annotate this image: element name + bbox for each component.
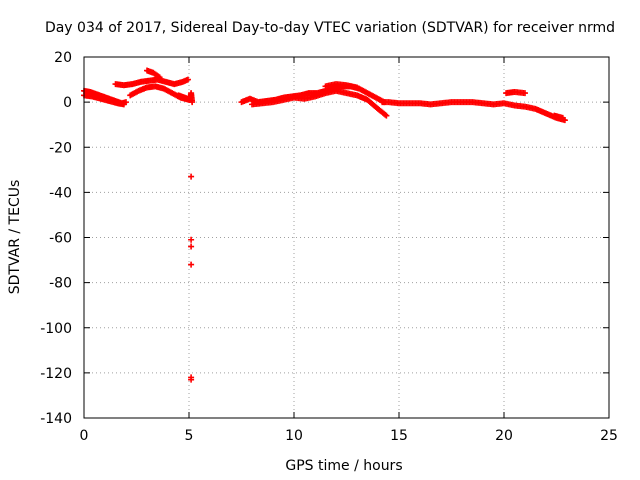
- data-point: [354, 84, 360, 91]
- outlier-point: [188, 243, 195, 250]
- y-tick-label: -20: [49, 140, 72, 156]
- outlier-point: [188, 173, 195, 180]
- data-points: [81, 67, 568, 383]
- y-tick-label: 0: [63, 95, 72, 111]
- x-axis-label: GPS time / hours: [285, 458, 402, 474]
- y-tick-label: -60: [49, 231, 72, 247]
- y-tick-label: -100: [40, 321, 72, 337]
- x-tick-label: 15: [390, 428, 408, 444]
- data-point: [184, 76, 191, 83]
- data-point: [382, 111, 389, 118]
- data-point: [120, 101, 127, 108]
- y-tick-label: -80: [49, 276, 72, 292]
- chart-title: Day 034 of 2017, Sidereal Day-to-day VTE…: [45, 20, 615, 36]
- x-tick-label: 5: [185, 428, 194, 444]
- outlier-point: [188, 261, 195, 268]
- y-tick-label: -120: [40, 366, 72, 382]
- y-axis-label: SDTVAR / TECUs: [7, 180, 23, 295]
- y-tick-label: 20: [54, 50, 72, 66]
- plot-frame: [83, 56, 610, 419]
- data-point: [559, 114, 566, 121]
- outlier-point: [188, 376, 195, 383]
- data-point: [189, 99, 196, 106]
- x-tick-label: 0: [80, 428, 89, 444]
- data-point: [383, 112, 390, 119]
- x-tick-label: 25: [600, 428, 618, 444]
- outlier-point: [188, 236, 195, 243]
- data-point: [522, 90, 528, 97]
- x-tick-label: 20: [495, 428, 513, 444]
- y-tick-label: -40: [49, 185, 72, 201]
- axes: 0 5 10 15 20 25 20 0 -20 -40 -60 -80 -100 -120 -140: [40, 50, 618, 444]
- data-point: [156, 74, 163, 81]
- x-tick-label: 10: [285, 428, 303, 444]
- y-tick-label: -140: [40, 411, 72, 427]
- grid-lines: [84, 57, 609, 418]
